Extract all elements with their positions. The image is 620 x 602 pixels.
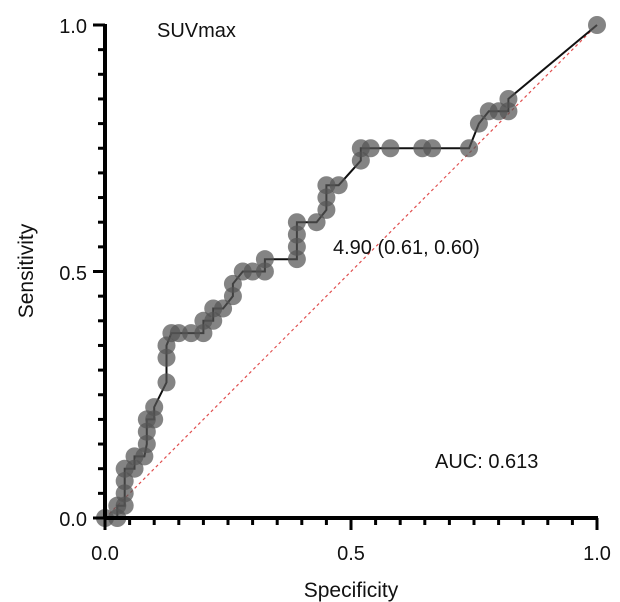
roc-point (145, 410, 164, 429)
auc-annotation: AUC: 0.613 (435, 451, 538, 473)
roc-point (287, 237, 306, 256)
y-axis (93, 23, 107, 520)
x-axis-label: Specificity (304, 579, 399, 602)
roc-point (204, 311, 223, 330)
roc-point (194, 324, 213, 343)
roc-point (157, 348, 176, 367)
roc-point (223, 287, 242, 306)
roc-point (157, 373, 176, 392)
roc-point (588, 16, 606, 34)
roc-point (182, 324, 201, 343)
x-axis (103, 516, 599, 530)
cutoff-annotation: 4.90 (0.61, 0.60) (333, 237, 480, 259)
y-ticks (93, 23, 105, 520)
roc-point (329, 176, 348, 195)
roc-point (381, 139, 400, 158)
roc-point (317, 200, 336, 219)
roc-point (145, 398, 164, 417)
roc-point (115, 496, 134, 515)
roc-points-layer (96, 16, 606, 527)
chart-title: SUVmax (157, 20, 236, 42)
roc-point (423, 139, 442, 158)
roc-point (125, 459, 144, 478)
roc-point (361, 139, 380, 158)
x-tick-label-1: 0.5 (337, 543, 365, 565)
roc-point (115, 472, 134, 491)
roc-point (307, 213, 326, 232)
roc-point (137, 435, 156, 454)
roc-point (287, 213, 306, 232)
y-axis-label: Sensitivity (15, 223, 38, 318)
roc-point (255, 262, 274, 281)
reference-diagonal-line (104, 24, 598, 519)
y-tick-label-2: 1.0 (59, 16, 87, 38)
x-ticks (103, 518, 599, 530)
roc-point (115, 484, 134, 503)
roc-point (223, 274, 242, 293)
x-tick-label-0: 0.0 (91, 543, 119, 565)
x-tick-label-2: 1.0 (583, 543, 611, 565)
roc-point (287, 250, 306, 269)
roc-point (317, 176, 336, 195)
y-tick-label-0: 0.0 (59, 509, 87, 531)
y-tick-label-1: 0.5 (59, 263, 87, 285)
roc-point (317, 188, 336, 207)
roc-point (214, 299, 233, 318)
plot-area (96, 16, 606, 527)
roc-point (243, 262, 262, 281)
roc-point (499, 89, 518, 108)
roc-point (287, 225, 306, 244)
roc-point (255, 250, 274, 269)
roc-point (351, 151, 370, 170)
roc-point (460, 139, 479, 158)
roc-point (499, 102, 518, 121)
roc-point (169, 324, 188, 343)
roc-point (469, 114, 488, 133)
